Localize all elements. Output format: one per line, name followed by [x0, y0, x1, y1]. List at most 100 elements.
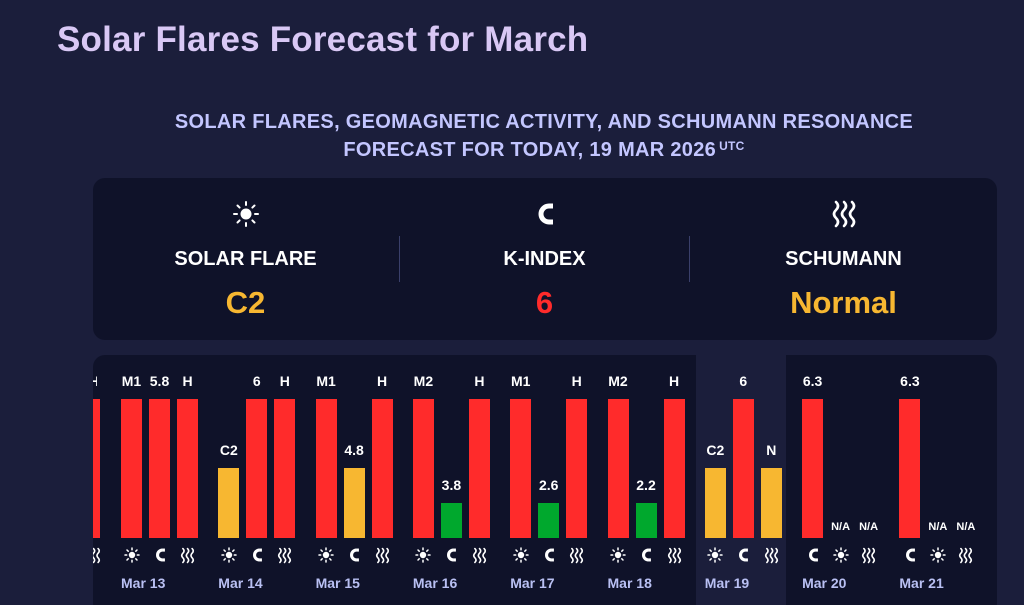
forecast-bar-label: M2 [608, 373, 628, 389]
sun-icon [316, 545, 336, 565]
forecast-bar-label: N/A [956, 521, 976, 533]
waves-icon [829, 200, 859, 228]
solar-flare-label: SOLAR FLARE [174, 248, 317, 270]
forecast-bar-label: 2.2 [636, 477, 656, 493]
sun-icon [219, 545, 239, 565]
waves-icon [93, 545, 103, 565]
forecast-bar [177, 399, 198, 538]
subtitle-line-1: SOLAR FLARES, GEOMAGNETIC ACTIVITY, AND … [174, 111, 914, 133]
forecast-bar-label: H [571, 373, 582, 389]
forecast-bar [121, 399, 142, 538]
schumann-value: Normal [790, 285, 897, 320]
magnet-icon [733, 545, 753, 565]
forecast-bar-label: 6.3 [900, 373, 920, 389]
summary-k-index: K-INDEX 6 [400, 178, 689, 340]
schumann-label: SCHUMANN [785, 248, 902, 270]
forecast-bar [412, 399, 434, 538]
forecast-bar-label: N/A [831, 521, 851, 533]
day-label: Mar 15 [315, 575, 360, 591]
forecast-bar-label: 2.6 [538, 477, 559, 493]
waves-icon [567, 545, 587, 565]
summary-divider [689, 236, 690, 282]
summary-schumann: SCHUMANN Normal [690, 178, 997, 340]
forecast-bar-label: M1 [121, 373, 142, 389]
magnet-icon [803, 545, 823, 565]
utc-label: UTC [719, 139, 745, 153]
sun-icon [122, 545, 142, 565]
k-index-label: K-INDEX [503, 248, 586, 270]
sun-icon [831, 545, 851, 565]
magnet-icon [530, 200, 560, 228]
forecast-bar-label: H [182, 373, 193, 389]
day-label: Mar 14 [218, 575, 263, 591]
sun-icon [928, 545, 948, 565]
forecast-bar [635, 503, 657, 538]
day-label: Mar 13 [121, 575, 166, 591]
magnet-icon [636, 545, 656, 565]
forecast-bar [899, 399, 921, 538]
day-label: Mar 21 [899, 575, 944, 591]
forecast-bar-label: C2 [219, 442, 238, 458]
day-label: Mar 18 [607, 575, 652, 591]
magnet-icon [539, 545, 559, 565]
forecast-bar [607, 399, 629, 538]
forecast-subtitle: SOLAR FLARES, GEOMAGNETIC ACTIVITY, AND … [0, 108, 1024, 164]
forecast-bar-label: N/A [859, 521, 879, 533]
forecast-bar-label: H [93, 373, 97, 389]
sun-icon [511, 545, 531, 565]
forecast-bar [663, 399, 685, 538]
forecast-bar-label: H [474, 373, 485, 389]
forecast-bar-label: N [766, 442, 777, 458]
magnet-icon [150, 545, 170, 565]
day-label: Mar 19 [704, 575, 750, 591]
summary-panel: SOLAR FLARE C2 K-INDEX 6 SCHUMANN Normal [93, 178, 997, 340]
forecast-bar [274, 399, 296, 538]
forecast-bar [315, 399, 337, 538]
forecast-bar-label: 5.8 [149, 373, 170, 389]
sun-icon [705, 545, 725, 565]
waves-icon [178, 545, 198, 565]
forecast-bar [538, 503, 560, 538]
forecast-bar-label: 3.8 [441, 477, 462, 493]
forecast-bar [371, 399, 393, 538]
forecast-bar [704, 468, 726, 538]
forecast-bar-label: N/A [928, 521, 948, 533]
forecast-bar [760, 468, 782, 538]
waves-icon [956, 545, 976, 565]
sun-icon [413, 545, 433, 565]
solar-flare-value: C2 [225, 285, 266, 320]
magnet-icon [900, 545, 920, 565]
forecast-bar-label: H [279, 373, 290, 389]
forecast-bar [93, 399, 100, 538]
k-index-value: 6 [535, 285, 554, 320]
summary-solar-flare: SOLAR FLARE C2 [93, 178, 398, 340]
forecast-bar [732, 399, 754, 538]
summary-divider [399, 236, 400, 282]
waves-icon [469, 545, 489, 565]
forecast-chart: H M1 5.8 H Mar 13 C2 6 H Mar 14 M1 4.8 H Mar 15 M2 3.8… [93, 355, 997, 605]
waves-icon [372, 545, 392, 565]
forecast-bar-label: 6.3 [802, 373, 823, 389]
page-title: Solar Flares Forecast for March [57, 20, 589, 59]
forecast-bar [343, 468, 365, 538]
forecast-bar [440, 503, 462, 538]
forecast-bar-label: M1 [316, 373, 336, 389]
forecast-bar-label: 4.8 [344, 442, 364, 458]
forecast-bar [468, 399, 490, 538]
forecast-bar [802, 399, 824, 538]
magnet-icon [247, 545, 267, 565]
day-label: Mar 20 [802, 575, 847, 591]
magnet-icon [441, 545, 461, 565]
waves-icon [761, 545, 781, 565]
sun-icon [608, 545, 628, 565]
subtitle-date: FORECAST FOR TODAY, 19 MAR 2026 [343, 139, 717, 161]
forecast-bar-label: 6 [739, 373, 748, 389]
forecast-bar-label: M2 [413, 373, 434, 389]
forecast-bar [566, 399, 588, 538]
day-label: Mar 17 [510, 575, 555, 591]
waves-icon [664, 545, 684, 565]
subtitle-line-2: FORECAST FOR TODAY, 19 MAR 2026 UTC [0, 136, 1024, 164]
sun-icon [231, 200, 261, 228]
forecast-bar [149, 399, 170, 538]
forecast-bar-label: H [668, 373, 680, 389]
